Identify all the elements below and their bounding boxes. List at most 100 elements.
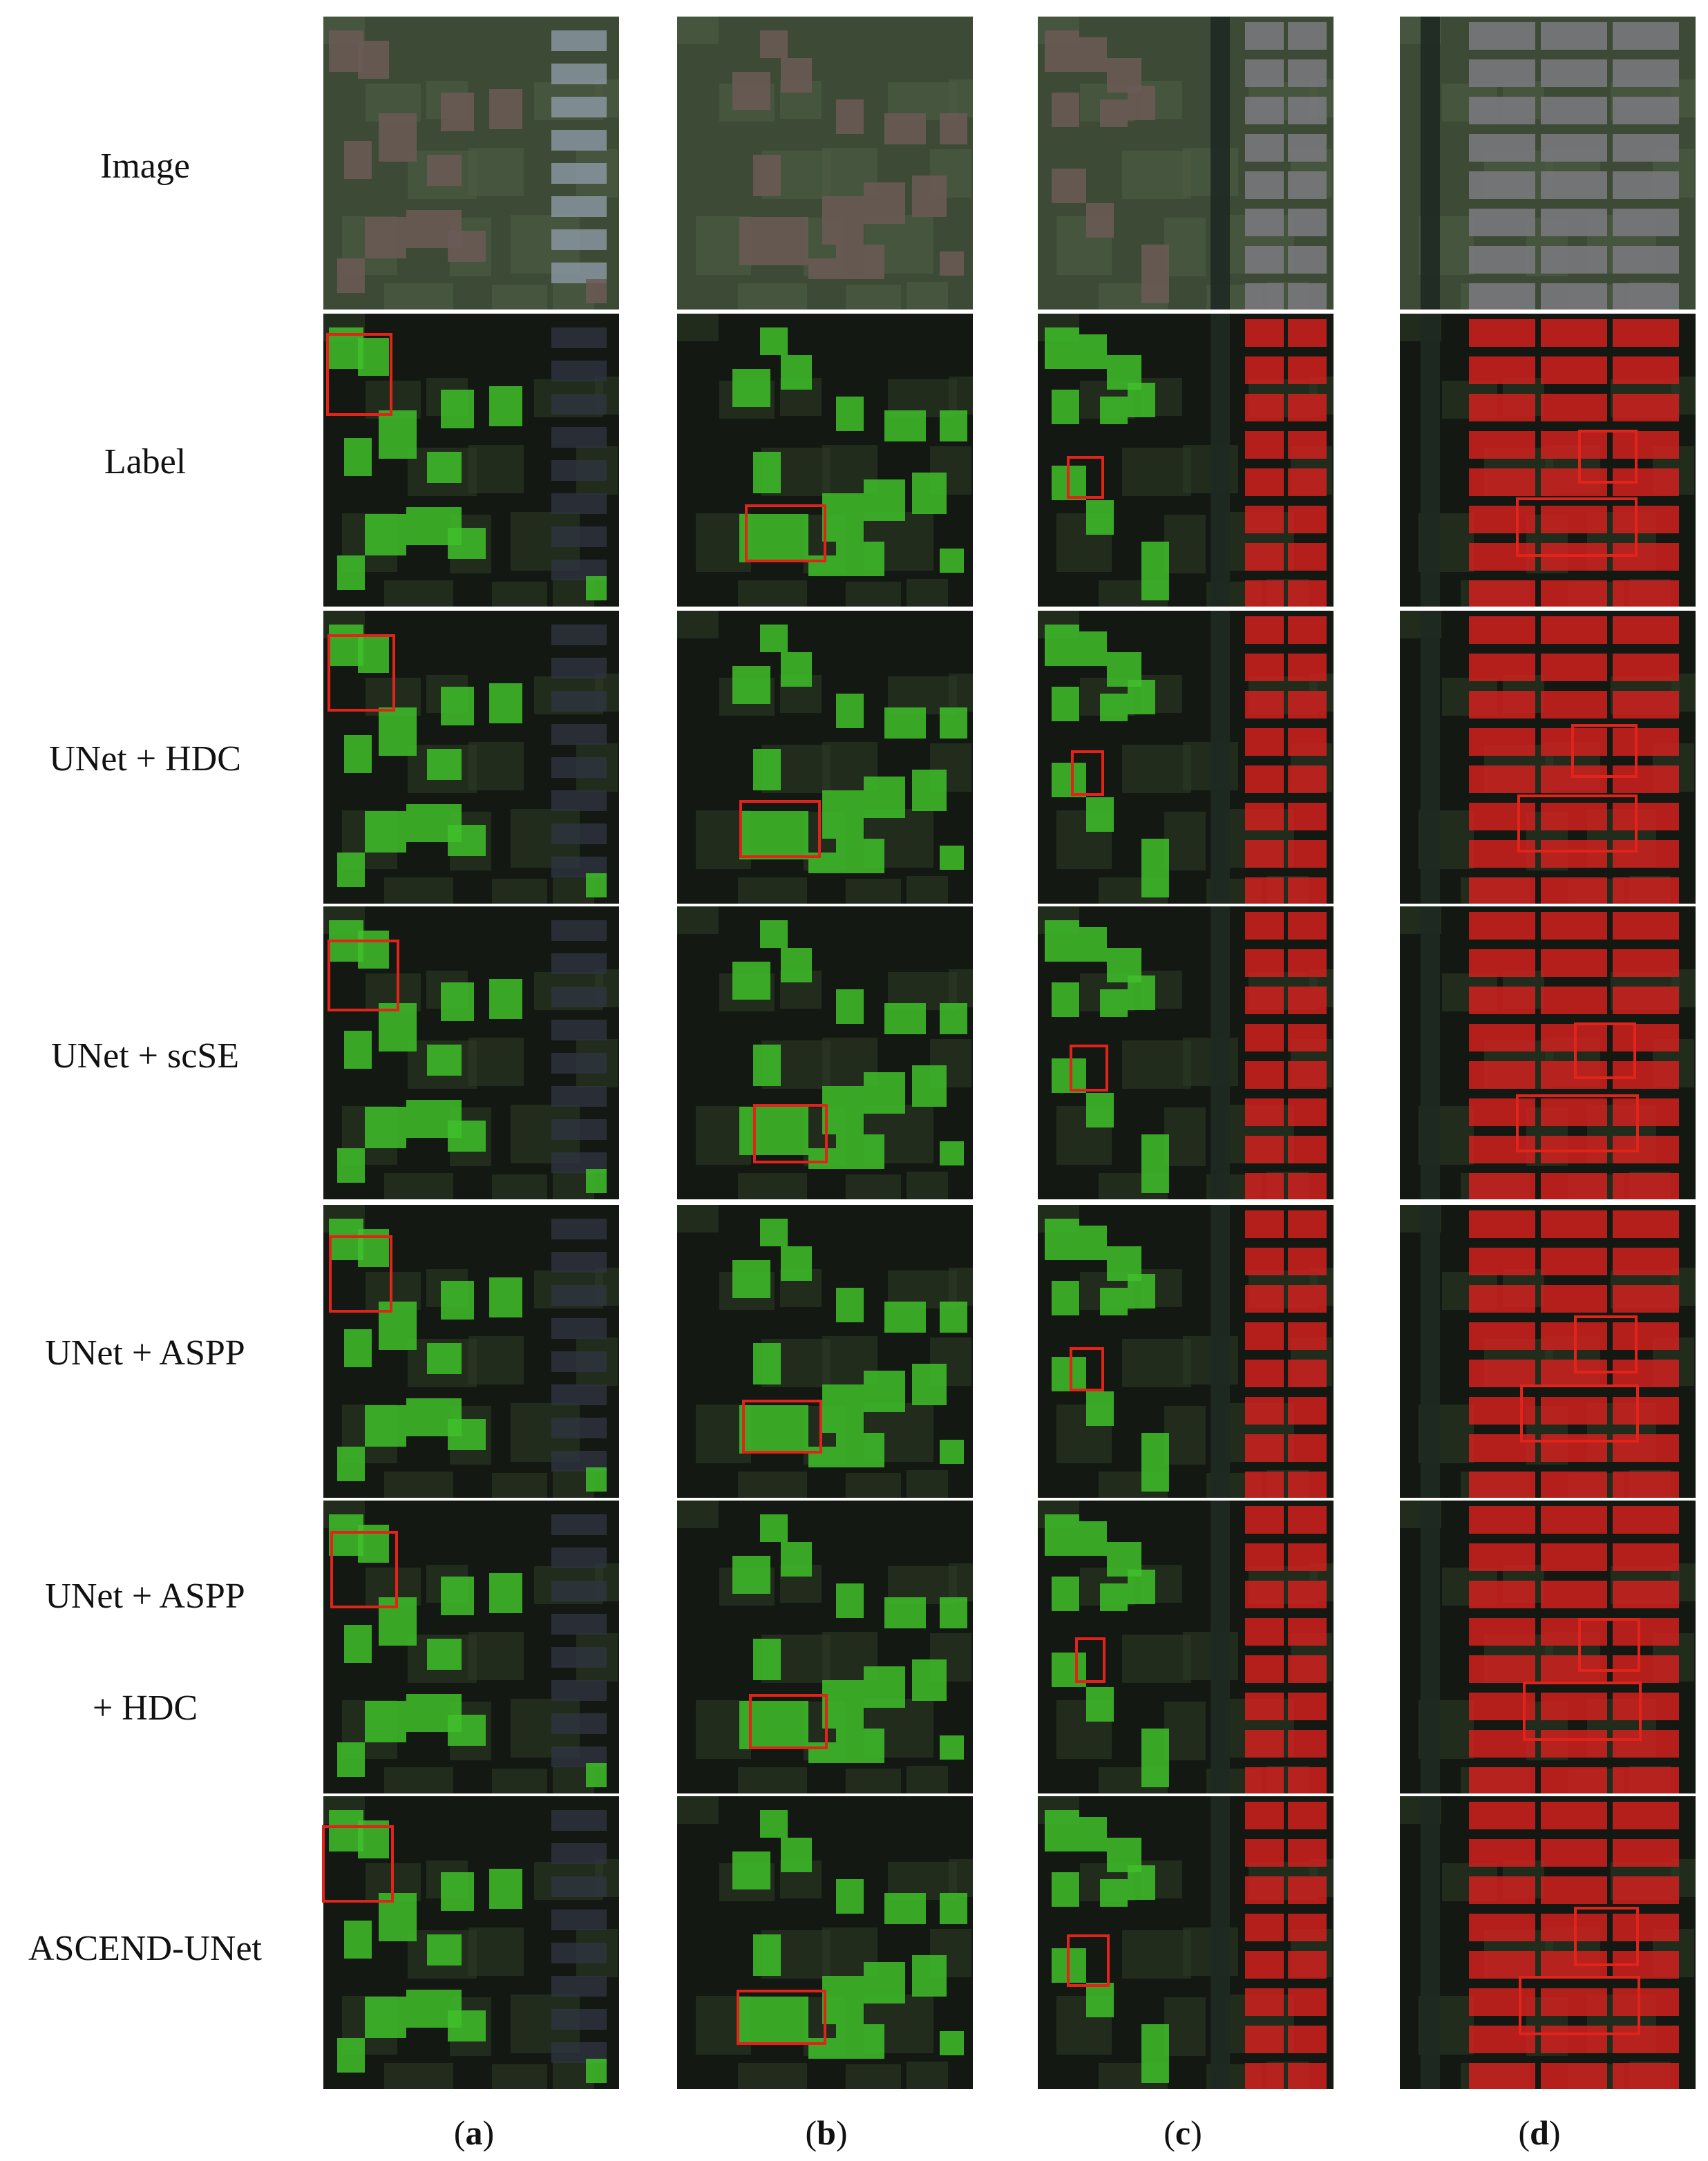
building-footprint: [1613, 2063, 1679, 2089]
building-footprint: [551, 1843, 607, 1864]
building-footprint: [551, 361, 607, 381]
building-footprint: [1541, 1802, 1607, 1829]
building-footprint: [907, 1470, 948, 1498]
building-footprint: [1421, 314, 1440, 607]
building-footprint: [1245, 134, 1284, 162]
building-footprint: [551, 460, 607, 481]
building-footprint: [586, 1763, 607, 1787]
building-footprint: [1469, 1210, 1535, 1238]
row-label-ascend-unet: ASCEND-UNet: [28, 1929, 262, 1968]
building-footprint: [1211, 17, 1230, 310]
building-footprint: [492, 1769, 547, 1793]
building-footprint: [1245, 1988, 1284, 2016]
building-footprint: [760, 1219, 788, 1246]
building-footprint: [1128, 975, 1155, 1010]
building-footprint: [1541, 2026, 1607, 2053]
building-footprint: [1245, 1024, 1284, 1051]
building-footprint: [1288, 1618, 1327, 1646]
building-footprint: [448, 2010, 486, 2041]
building-footprint: [1245, 1173, 1284, 1199]
building-footprint: [1245, 654, 1284, 681]
building-footprint: [1245, 877, 1284, 904]
building-footprint: [1469, 1024, 1535, 1051]
building-footprint: [940, 251, 964, 276]
segmentation-result-image: [1038, 314, 1334, 607]
highlight-box: [1571, 724, 1638, 778]
building-footprint: [1288, 431, 1327, 459]
building-footprint: [1469, 1098, 1535, 1126]
building-footprint: [949, 377, 973, 415]
building-footprint: [551, 1384, 607, 1405]
building-footprint: [753, 452, 781, 493]
building-footprint: [1541, 543, 1607, 571]
building-footprint: [1469, 1434, 1535, 1462]
building-footprint: [1245, 1730, 1284, 1758]
row-label-unet-hdc: UNet + HDC: [49, 739, 241, 779]
building-footprint: [836, 694, 864, 728]
building-footprint: [1245, 1434, 1284, 1462]
building-footprint: [468, 742, 524, 790]
building-footprint: [1469, 1173, 1535, 1199]
building-footprint: [1122, 1339, 1191, 1387]
building-footprint: [1613, 2026, 1679, 2053]
building-footprint: [384, 1173, 453, 1199]
building-footprint: [1211, 1205, 1230, 1498]
building-footprint: [1469, 654, 1535, 681]
highlight-box: [1519, 1976, 1640, 2035]
building-footprint: [1211, 611, 1230, 904]
building-footprint: [1469, 987, 1535, 1014]
building-footprint: [940, 1302, 967, 1333]
building-footprint: [1541, 1581, 1607, 1608]
building-footprint: [864, 1371, 905, 1412]
building-footprint: [1541, 1876, 1607, 1904]
segmentation-result-image: [1400, 1796, 1696, 2089]
building-footprint: [1288, 987, 1327, 1014]
building-footprint: [846, 582, 901, 607]
building-footprint: [1541, 803, 1607, 830]
building-footprint: [1079, 334, 1107, 369]
building-footprint: [551, 493, 607, 514]
building-footprint: [836, 542, 884, 576]
building-footprint: [1541, 1397, 1607, 1425]
building-footprint: [1288, 803, 1327, 830]
building-footprint: [1045, 1514, 1079, 1556]
building-footprint: [1541, 319, 1607, 347]
building-footprint: [1288, 1434, 1327, 1462]
building-footprint: [1245, 543, 1284, 571]
building-footprint: [1141, 1763, 1169, 1787]
building-footprint: [1288, 949, 1327, 977]
building-footprint: [884, 410, 926, 441]
building-footprint: [337, 555, 365, 590]
building-footprint: [551, 1680, 607, 1701]
building-footprint: [1045, 30, 1079, 72]
building-footprint: [1613, 1061, 1679, 1089]
building-footprint: [1100, 989, 1128, 1017]
building-footprint: [1245, 1839, 1284, 1867]
building-footprint: [551, 953, 607, 974]
building-footprint: [1052, 390, 1079, 424]
building-footprint: [1288, 1322, 1327, 1350]
building-footprint: [1288, 1839, 1327, 1867]
building-footprint: [836, 2024, 884, 2059]
building-footprint: [1613, 1397, 1679, 1425]
building-footprint: [1421, 17, 1440, 310]
building-footprint: [1245, 840, 1284, 868]
building-footprint: [1245, 1322, 1284, 1350]
building-footprint: [427, 1343, 462, 1374]
building-footprint: [1128, 86, 1155, 120]
building-footprint: [1086, 1983, 1114, 2017]
building-footprint: [949, 1859, 973, 1897]
building-footprint: [551, 163, 607, 184]
building-footprint: [427, 452, 462, 483]
building-footprint: [1086, 500, 1114, 535]
building-footprint: [1469, 1506, 1535, 1534]
building-footprint: [441, 687, 474, 725]
building-footprint: [1469, 580, 1535, 607]
building-footprint: [1245, 1802, 1284, 1829]
building-footprint: [1288, 1136, 1327, 1163]
building-footprint: [1541, 356, 1607, 384]
building-footprint: [1613, 877, 1679, 904]
segmentation-result-image: [1038, 611, 1334, 904]
segmentation-result-image: [1038, 906, 1334, 1199]
building-footprint: [1469, 949, 1535, 977]
